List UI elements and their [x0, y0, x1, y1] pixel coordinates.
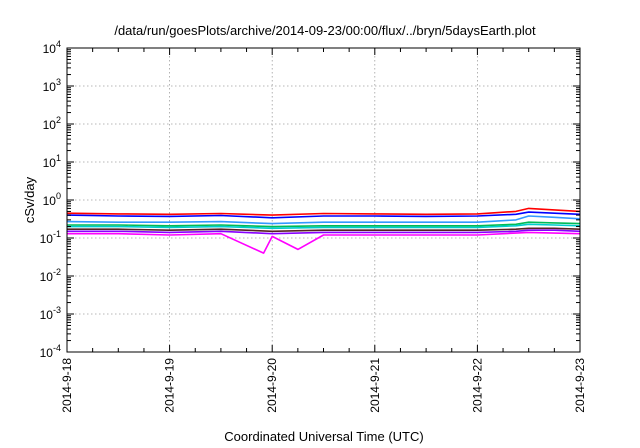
series-layer	[66, 207, 581, 254]
x-tick-label: 2014-9-23	[573, 358, 587, 413]
y-tick-base: 10	[40, 270, 54, 284]
y-tick-exponent: 3	[56, 77, 61, 87]
y-tick-base: 10	[43, 156, 57, 170]
y-tick-base: 10	[40, 232, 54, 246]
y-tick-base: 10	[40, 346, 54, 360]
y-tick-base: 10	[43, 118, 57, 132]
y-tick-exponent: 4	[56, 39, 61, 49]
y-tick-label: 10-4	[40, 343, 61, 360]
y-tick-exponent: -4	[53, 343, 61, 353]
y-tick-base: 10	[40, 308, 54, 322]
series-line	[66, 207, 581, 216]
y-tick-exponent: 2	[56, 115, 61, 125]
y-tick-label: 104	[43, 39, 61, 56]
ticks	[66, 47, 581, 353]
chart-title: /data/run/goesPlots/archive/2014-09-23/0…	[114, 23, 536, 38]
series-line	[67, 223, 581, 230]
grid	[67, 48, 580, 352]
y-tick-base: 10	[43, 42, 57, 56]
y-tick-label: 103	[43, 77, 61, 94]
x-tick-label: 2014-9-21	[368, 358, 382, 413]
x-tick-labels: 2014-9-18 2014-9-19 2014-9-20 2014-9-21 2014…	[60, 358, 587, 413]
y-tick-base: 10	[43, 194, 57, 208]
series-line	[67, 231, 581, 254]
y-tick-exponent: 1	[56, 153, 61, 163]
x-tick-label: 2014-9-18	[60, 358, 74, 413]
y-tick-exponent: -2	[53, 267, 61, 277]
y-tick-exponent: -3	[53, 305, 61, 315]
series-line	[67, 229, 581, 235]
x-tick-label: 2014-9-22	[470, 358, 484, 413]
y-tick-label: 10-1	[40, 229, 61, 246]
y-tick-exponent: 0	[56, 191, 61, 201]
y-tick-label: 10-2	[40, 267, 61, 284]
y-tick-exponent: -1	[53, 229, 61, 239]
y-tick-label: 100	[43, 191, 61, 208]
x-tick-label: 2014-9-19	[163, 358, 177, 413]
series-line	[66, 215, 581, 225]
series-line	[66, 211, 581, 219]
y-axis-label: cSv/day	[22, 176, 37, 223]
y-tick-label: 10-3	[40, 305, 61, 322]
y-tick-label: 102	[43, 115, 61, 132]
series-line	[67, 221, 581, 228]
y-tick-label: 101	[43, 153, 61, 170]
y-tick-base: 10	[43, 80, 57, 94]
x-axis-label: Coordinated Universal Time (UTC)	[224, 429, 423, 444]
x-tick-label: 2014-9-20	[265, 358, 279, 413]
series-line	[67, 227, 581, 233]
